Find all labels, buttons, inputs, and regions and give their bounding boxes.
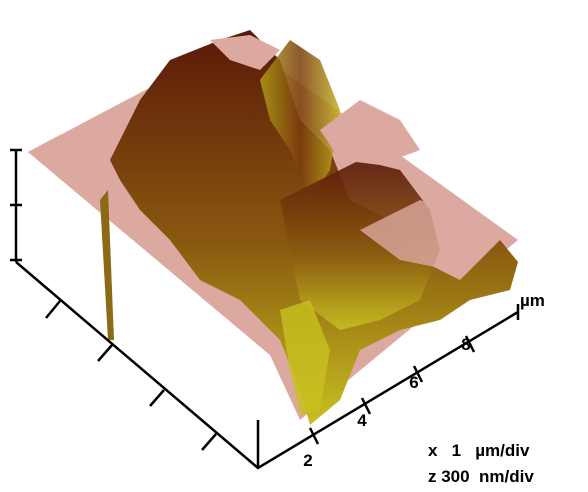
tick-label: 2 <box>303 451 312 470</box>
z-axis <box>10 148 22 262</box>
axes <box>10 148 520 470</box>
z-scale: z 300 nm/div <box>428 467 534 486</box>
unit-label: µm <box>520 291 545 310</box>
tick-label: 8 <box>461 335 470 354</box>
surface <box>28 30 518 425</box>
left-ticks <box>45 300 217 451</box>
right-ticks <box>308 304 520 445</box>
tick-label: 4 <box>357 411 367 430</box>
x-scale: x 1 µm/div <box>428 441 530 460</box>
tick-label: 6 <box>409 373 418 392</box>
